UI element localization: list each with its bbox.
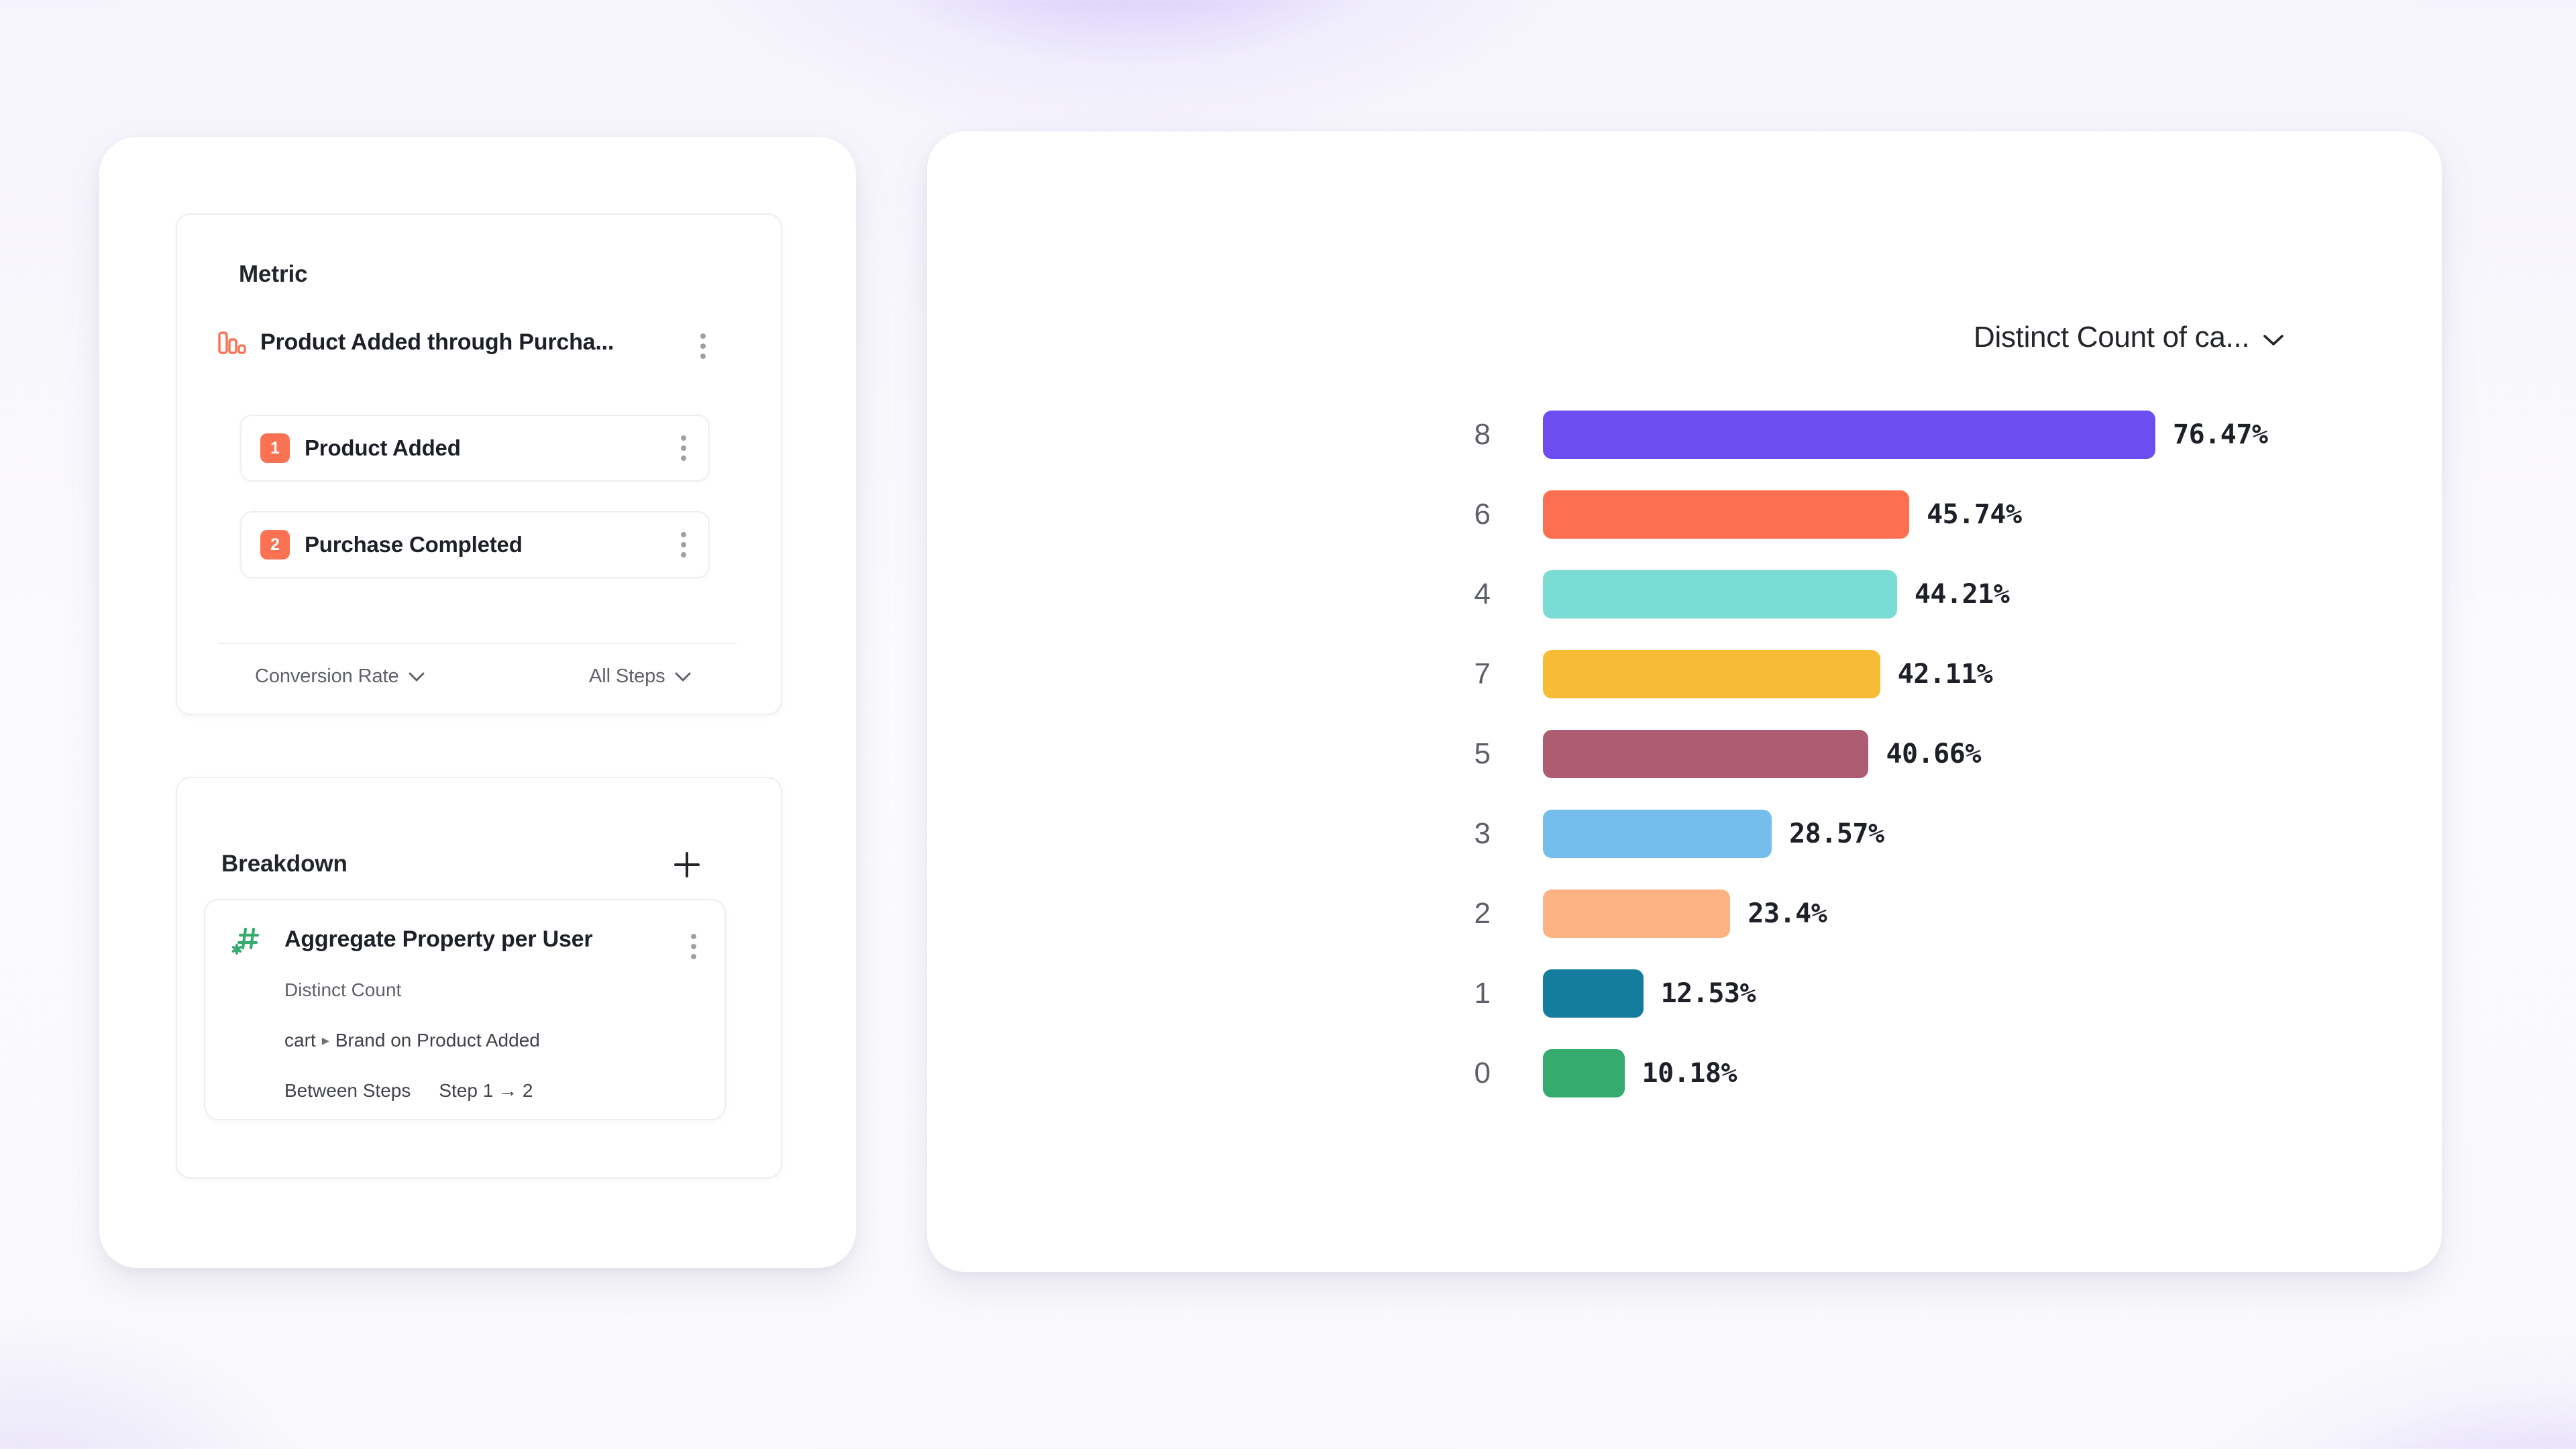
chevron-down-icon: [675, 665, 691, 688]
metric-step-row-2[interactable]: 2 Purchase Completed: [240, 511, 710, 578]
bar-value-label: 44.21%: [1914, 578, 2010, 610]
bar-category-label: 6: [1474, 497, 1491, 531]
hash-asterisk-icon: [228, 924, 263, 959]
bar-category-label: 0: [1474, 1056, 1491, 1089]
bar-value-label: 76.47%: [2173, 419, 2268, 450]
chart-bar[interactable]: [1543, 490, 1910, 539]
metric-step-row-1[interactable]: 1 Product Added: [240, 415, 710, 482]
kebab-dot: [681, 532, 686, 537]
chart-bar-row: 8 76.47%: [927, 394, 2442, 474]
bar-chart-icon: [216, 327, 251, 358]
chart-bar[interactable]: [1543, 410, 2155, 459]
kebab-dot: [681, 435, 686, 441]
bar-value-label: 10.18%: [1642, 1057, 1737, 1089]
all-steps-select[interactable]: All Steps: [589, 665, 691, 688]
breakdown-panel-title: Breakdown: [221, 851, 347, 877]
kebab-dot: [691, 934, 696, 939]
kebab-dot: [691, 944, 696, 949]
kebab-dot: [691, 954, 696, 959]
kebab-dot: [681, 455, 686, 461]
breakdown-aggregation-label: Distinct Count: [284, 979, 402, 1000]
chart-bar[interactable]: [1543, 649, 1880, 698]
conversion-rate-label: Conversion Rate: [255, 665, 399, 687]
breakdown-steps-row: Between Steps Step 1 → 2: [284, 1080, 533, 1102]
breakdown-property-path: cart ▸ Brand on Product Added: [284, 1030, 540, 1051]
breakdown-steps-value: Step 1 → 2: [439, 1080, 533, 1101]
breakdown-property-name: Brand on Product Added: [335, 1030, 540, 1051]
group-by-label: Distinct Count of ca...: [1974, 321, 2250, 354]
bar-category-label: 3: [1474, 816, 1491, 850]
bar-value-label: 42.11%: [1897, 658, 1993, 690]
group-by-select[interactable]: Distinct Count of ca...: [1974, 321, 2284, 354]
chart-header: Distinct Count of ca... Value: [927, 321, 2442, 374]
bar-category-label: 8: [1474, 417, 1491, 451]
kebab-dot: [700, 354, 706, 359]
breakdown-item-menu-button[interactable]: [682, 931, 706, 962]
bar-value-label: 28.57%: [1789, 818, 1884, 849]
chevron-right-icon: ▸: [321, 1032, 329, 1049]
chart-bar[interactable]: [1543, 729, 1869, 778]
chart-bar[interactable]: [1543, 1049, 1625, 1097]
chart-bar[interactable]: [1543, 969, 1644, 1018]
bar-category-label: 2: [1474, 896, 1491, 930]
breakdown-steps-label: Between Steps: [284, 1080, 411, 1101]
chevron-down-icon: [2263, 321, 2284, 354]
all-steps-label: All Steps: [589, 665, 665, 687]
step-2-menu-button[interactable]: [672, 529, 696, 560]
step-badge: 2: [260, 530, 290, 559]
metric-footer-divider: [219, 643, 737, 644]
conversion-rate-select[interactable]: Conversion Rate: [255, 665, 425, 688]
bar-category-label: 1: [1474, 976, 1491, 1010]
kebab-dot: [700, 333, 706, 339]
breakdown-property-prefix: cart: [284, 1030, 316, 1051]
metric-event-row[interactable]: Product Added through Purcha...: [216, 320, 739, 364]
add-breakdown-button[interactable]: [666, 844, 708, 885]
chart-bar-row: 3 28.57%: [927, 794, 2442, 873]
metric-event-menu-button[interactable]: [691, 331, 715, 362]
bar-value-label: 12.53%: [1660, 977, 1756, 1009]
step-1-menu-button[interactable]: [672, 433, 696, 464]
chart-bar[interactable]: [1543, 889, 1731, 938]
step-label: Product Added: [305, 435, 461, 460]
kebab-dot: [681, 542, 686, 547]
chart-bar-row: 7 42.11%: [927, 634, 2442, 714]
bar-value-label: 23.4%: [1748, 898, 1827, 929]
chart-bar-row: 5 40.66%: [927, 714, 2442, 794]
kebab-dot: [681, 445, 686, 451]
metric-event-label: Product Added through Purcha...: [260, 329, 614, 355]
breakdown-item-title: Aggregate Property per User: [284, 926, 593, 952]
step-label: Purchase Completed: [305, 532, 523, 557]
chart-bar[interactable]: [1543, 809, 1772, 858]
chart-bar-row: 1 12.53%: [927, 953, 2442, 1033]
bar-category-label: 5: [1474, 737, 1491, 770]
chevron-down-icon: [409, 665, 425, 688]
step-badge: 1: [260, 433, 290, 463]
breakdown-item[interactable]: [204, 899, 726, 1120]
chart-bar-row: 0 10.18%: [927, 1033, 2442, 1113]
chart-bar-rows: 8 76.47% 6 45.74% 4 44.21% 7 42.11% 5 40.66% 3 28.5…: [927, 394, 2442, 1113]
bar-value-label: 40.66%: [1886, 738, 1981, 769]
plus-icon: [673, 851, 701, 879]
bar-category-label: 7: [1474, 657, 1491, 690]
bar-category-label: 4: [1474, 577, 1491, 610]
kebab-dot: [700, 343, 706, 349]
chart-bar-row: 2 23.4%: [927, 873, 2442, 953]
chart-bar-row: 4 44.21%: [927, 554, 2442, 634]
metric-panel-title: Metric: [239, 261, 308, 287]
bar-value-label: 45.74%: [1927, 498, 2022, 530]
kebab-dot: [681, 552, 686, 557]
chart-bar-row: 6 45.74%: [927, 474, 2442, 554]
chart-bar[interactable]: [1543, 570, 1897, 619]
chart-card: [927, 131, 2442, 1272]
